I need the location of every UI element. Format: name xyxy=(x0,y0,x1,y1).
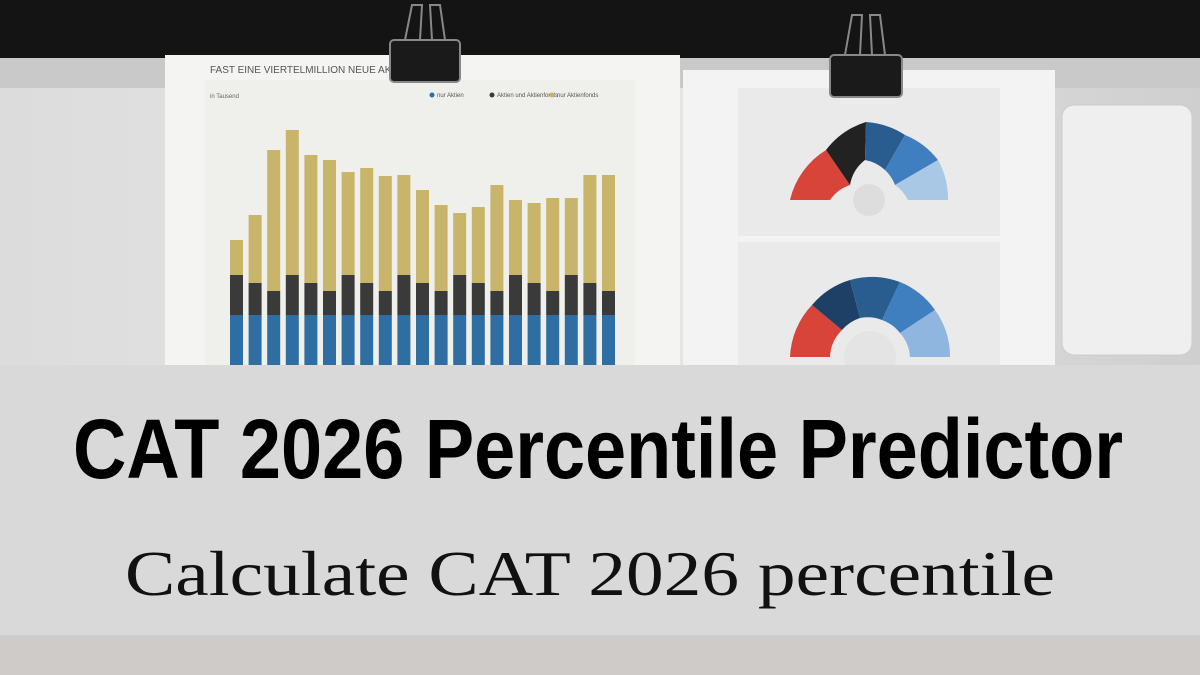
photo-bar xyxy=(248,215,262,283)
photo-bottom xyxy=(0,635,1200,675)
photo-bar xyxy=(546,315,560,365)
photo-bar xyxy=(490,315,504,365)
photo-bar xyxy=(490,185,504,291)
photo-bar xyxy=(323,160,336,291)
photo-bar xyxy=(471,207,485,283)
photo-bar xyxy=(434,315,448,365)
photo-bar xyxy=(527,283,541,315)
photo-bar xyxy=(285,315,299,365)
photo-bar xyxy=(285,275,299,315)
legend-label: Aktien und Aktienfonds xyxy=(497,93,558,99)
photo: FAST EINE VIERTELMILLION NEUE AKTIEN in … xyxy=(0,0,1200,383)
photo-bar xyxy=(230,275,243,315)
photo-bar xyxy=(471,283,485,315)
photo-bar xyxy=(304,315,318,365)
photo-bar xyxy=(434,205,448,291)
photo-bar xyxy=(304,155,318,283)
legend-dot xyxy=(489,92,495,98)
photo-bar xyxy=(360,315,374,365)
legend-label: nur Aktien xyxy=(437,93,464,99)
semi-donut-top xyxy=(790,122,949,216)
legend-dot xyxy=(429,92,435,98)
photo-bar xyxy=(416,190,429,283)
photo-bar xyxy=(602,291,615,315)
photo-bar xyxy=(564,275,578,315)
photo-bar xyxy=(378,176,392,291)
photo-bar xyxy=(416,283,429,315)
photo-bar xyxy=(304,283,318,315)
photo-bar xyxy=(378,291,392,315)
photo-bar xyxy=(267,291,281,315)
text-band xyxy=(0,365,1200,635)
photo-bar xyxy=(397,275,411,315)
photo-bar xyxy=(583,315,597,365)
photo-bar xyxy=(341,315,355,365)
photo-bar xyxy=(267,315,281,365)
photo-bar xyxy=(509,275,522,315)
photo-unit-note: in Tausend xyxy=(210,94,239,100)
clips xyxy=(389,4,903,98)
photo-bar xyxy=(509,315,522,365)
dark-strip xyxy=(0,0,1200,58)
photo-bar xyxy=(453,315,467,365)
photo-bar xyxy=(285,130,299,275)
photo-bar xyxy=(416,315,429,365)
photo-bar xyxy=(378,315,392,365)
photo-bar xyxy=(602,315,615,365)
photo-bar xyxy=(434,291,448,315)
photo-bar xyxy=(248,315,262,365)
photo-bar xyxy=(397,175,411,275)
photo-bar xyxy=(583,175,597,283)
photo-bar xyxy=(471,315,485,365)
photo-bar xyxy=(267,150,281,291)
photo-bar xyxy=(341,275,355,315)
photo-bar xyxy=(546,198,560,291)
holder xyxy=(1061,104,1193,356)
photo-bar xyxy=(602,175,615,291)
photo-bar xyxy=(564,315,578,365)
photo-bar xyxy=(360,168,374,283)
photo-bar xyxy=(248,283,262,315)
photo-bar xyxy=(341,172,355,275)
photo-bar xyxy=(323,315,336,365)
photo-bar xyxy=(230,315,243,365)
photo-bar xyxy=(230,240,243,275)
photo-bar xyxy=(509,200,522,275)
subtitle: Calculate CAT 2026 percentile xyxy=(125,538,1055,609)
legend-label: nur Aktienfonds xyxy=(557,93,598,99)
photo-bar xyxy=(527,315,541,365)
photo-bar xyxy=(583,283,597,315)
photo-bar xyxy=(527,203,541,283)
photo-bar xyxy=(546,291,560,315)
photo-bar xyxy=(564,198,578,275)
photo-bar xyxy=(397,315,411,365)
photo-bar xyxy=(360,283,374,315)
photo-bar xyxy=(490,291,504,315)
photo-chart-title: FAST EINE VIERTELMILLION NEUE AKTIEN xyxy=(210,65,414,76)
photo-bar xyxy=(453,275,467,315)
photo-bar xyxy=(323,291,336,315)
photo-bar xyxy=(453,213,467,275)
photo-bars xyxy=(230,130,615,365)
legend-dot xyxy=(549,92,555,98)
title: CAT 2026 Percentile Predictor xyxy=(73,402,1123,496)
